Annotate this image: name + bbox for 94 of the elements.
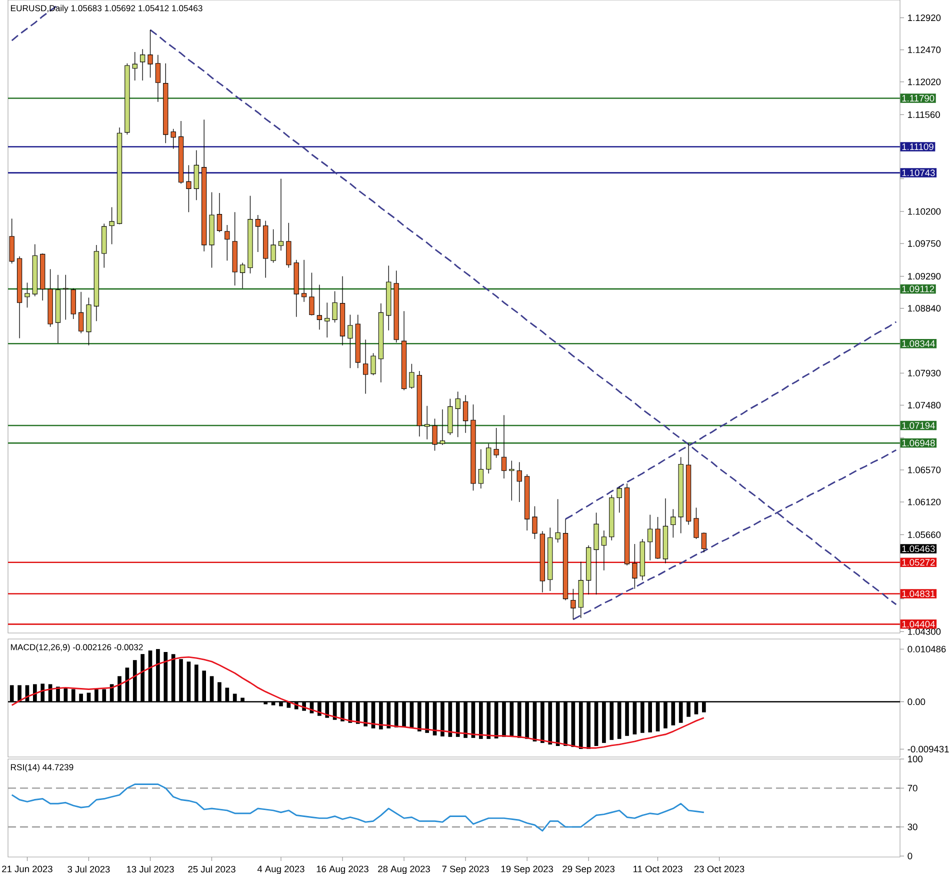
candlestick — [332, 290, 338, 323]
ref-line-label: 1.07194 — [902, 422, 935, 429]
candlestick — [455, 391, 460, 438]
candlestick — [601, 530, 607, 571]
candlestick — [409, 364, 414, 390]
y-tick-label: 1.12920 — [908, 14, 941, 22]
candlestick — [694, 507, 699, 540]
candlestick — [240, 262, 246, 289]
candlestick — [24, 282, 30, 308]
y-tick-label: 30 — [908, 824, 918, 830]
ref-line-label: 1.04404 — [902, 620, 935, 628]
candlestick — [516, 462, 522, 502]
candlestick — [632, 544, 638, 590]
candlestick — [316, 284, 322, 330]
text: RSI(14) 44.7239 — [10, 764, 74, 772]
candlestick — [440, 409, 446, 446]
candlestick — [670, 508, 676, 538]
candlestick — [616, 486, 622, 513]
ref-line-label: 1.06948 — [902, 440, 935, 446]
x-tick-label: 28 Aug 2023 — [378, 866, 430, 874]
ref-line-label: 1.05272 — [902, 559, 935, 566]
y-tick-label: 1.06570 — [908, 466, 941, 474]
candlestick — [570, 588, 576, 620]
candlestick — [78, 292, 84, 334]
candlestick — [424, 406, 430, 440]
text: 1.05463 — [902, 545, 935, 552]
candlestick — [155, 54, 161, 102]
y-tick-label: 70 — [908, 784, 918, 792]
candlestick — [216, 192, 222, 232]
y-tick-label: 1.06120 — [908, 498, 941, 506]
candlestick — [301, 260, 307, 302]
candlestick — [224, 224, 230, 261]
y-tick-label: 1.08840 — [908, 305, 941, 312]
text: MACD(12,26,9) -0.002126 -0.0032 — [10, 644, 143, 652]
candlestick — [63, 274, 68, 320]
y-tick-label: 1.07480 — [908, 402, 941, 408]
y-tick-label: 0.010486 — [908, 646, 946, 652]
candlestick — [462, 394, 468, 434]
y-tick-label: 1.05660 — [908, 531, 941, 538]
candlestick — [555, 498, 560, 543]
candlestick — [648, 514, 653, 561]
x-tick-label: 19 Sep 2023 — [501, 866, 553, 874]
candlestick — [109, 206, 114, 245]
candlestick — [701, 532, 706, 553]
candlestick — [132, 52, 138, 81]
x-tick-label: 16 Aug 2023 — [316, 866, 368, 874]
candlestick — [186, 164, 192, 213]
ref-line-label: 1.08344 — [902, 340, 935, 347]
candlestick — [494, 428, 499, 458]
x-tick-label: 7 Sep 2023 — [442, 866, 489, 874]
y-tick-label: 1.07930 — [908, 370, 941, 376]
x-tick-label: 23 Oct 2023 — [694, 866, 744, 872]
x-tick-label: 29 Sep 2023 — [562, 866, 615, 874]
candlestick — [270, 228, 276, 264]
y-tick-label: 1.10200 — [908, 208, 941, 215]
x-tick-label: 25 Jul 2023 — [188, 866, 236, 873]
candlestick — [362, 339, 368, 394]
y-tick-label: 1.12020 — [908, 78, 941, 86]
y-tick-label: 1.09750 — [908, 240, 941, 247]
y-tick-label: -0.009431 — [908, 746, 949, 752]
ref-line-label: 1.04831 — [902, 590, 935, 598]
candlestick — [532, 506, 538, 540]
y-tick-label: 0.00 — [908, 698, 926, 706]
y-tick-label: 1.12470 — [908, 46, 941, 54]
ref-line-label: 1.10743 — [902, 170, 935, 176]
candlestick — [148, 30, 153, 78]
candlestick — [194, 150, 199, 200]
candlestick — [309, 272, 314, 316]
x-tick-label: 11 Oct 2023 — [634, 866, 682, 872]
candlestick — [348, 314, 353, 368]
ref-line-label: 1.11109 — [902, 143, 934, 150]
candlestick — [509, 460, 514, 501]
y-tick-label: 1.04300 — [908, 628, 941, 635]
candlestick — [324, 302, 330, 338]
y-tick-label: 1.11560 — [908, 111, 940, 118]
candlestick — [486, 443, 492, 474]
candlestick — [286, 222, 292, 268]
candlestick — [501, 414, 507, 479]
candlestick — [140, 48, 146, 81]
x-tick-label: 4 Aug 2023 — [257, 866, 304, 874]
candlestick — [370, 352, 376, 376]
y-tick-label: 1.09290 — [908, 272, 941, 280]
y-tick-label: 100 — [908, 756, 923, 762]
x-tick-label: 21 Jun 2023 — [2, 866, 52, 872]
candlestick — [170, 128, 176, 150]
candlestick — [478, 448, 484, 489]
x-tick-label: 13 Jul 2023 — [126, 866, 174, 873]
candlestick — [432, 418, 438, 452]
candlestick — [278, 178, 284, 251]
x-tick-label: 3 Jul 2023 — [68, 866, 110, 873]
ref-line-label: 1.09112 — [902, 286, 934, 292]
y-tick-label: 0 — [908, 852, 912, 860]
ref-line-label: 1.11790 — [902, 94, 934, 102]
candlestick — [255, 214, 260, 252]
